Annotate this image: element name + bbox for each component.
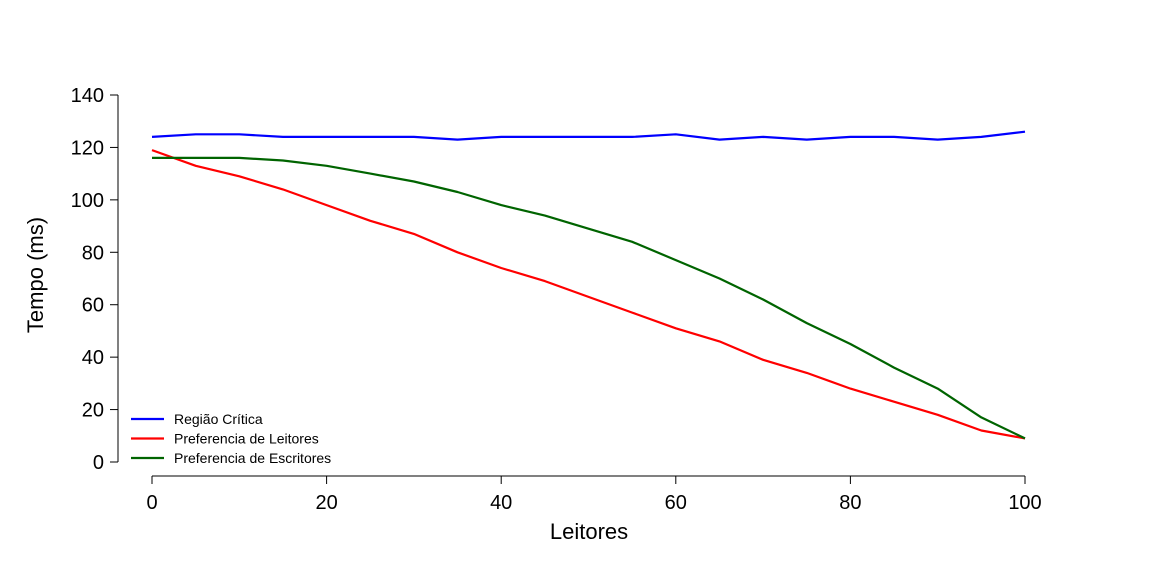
y-tick-label: 100 [71, 190, 104, 212]
legend-label-1: Região Crítica [174, 411, 263, 427]
series-line-3 [152, 156, 1026, 440]
y-tick-label: 20 [82, 400, 104, 422]
x-tick-label: 20 [315, 492, 337, 514]
series-line-2 [151, 149, 1026, 440]
x-tick-label: 40 [490, 492, 512, 514]
series-line-1 [151, 130, 1026, 141]
legend-label-2: Preferencia de Leitores [174, 431, 319, 447]
y-tick-label: 140 [71, 85, 104, 107]
series-lines [151, 130, 1026, 440]
y-tick-label: 0 [93, 452, 104, 474]
x-axis: 0 20 40 60 80 100 [146, 475, 1042, 514]
y-tick-label: 60 [82, 295, 104, 317]
y-axis-title: Tempo (ms) [23, 217, 48, 333]
legend-label-3: Preferencia de Escritores [174, 450, 331, 466]
x-tick-label: 60 [665, 492, 687, 514]
legend: Região Crítica Preferencia de Leitores Pre… [131, 411, 331, 466]
x-tick-label: 80 [839, 492, 861, 514]
y-tick-label: 40 [82, 347, 104, 369]
y-tick-label: 120 [71, 137, 104, 159]
y-tick-label: 80 [82, 242, 104, 264]
x-axis-title: Leitores [550, 519, 628, 544]
x-tick-label: 100 [1008, 492, 1041, 514]
x-tick-label: 0 [146, 492, 157, 514]
y-axis: 0 20 40 60 80 100 120 140 [71, 85, 119, 474]
